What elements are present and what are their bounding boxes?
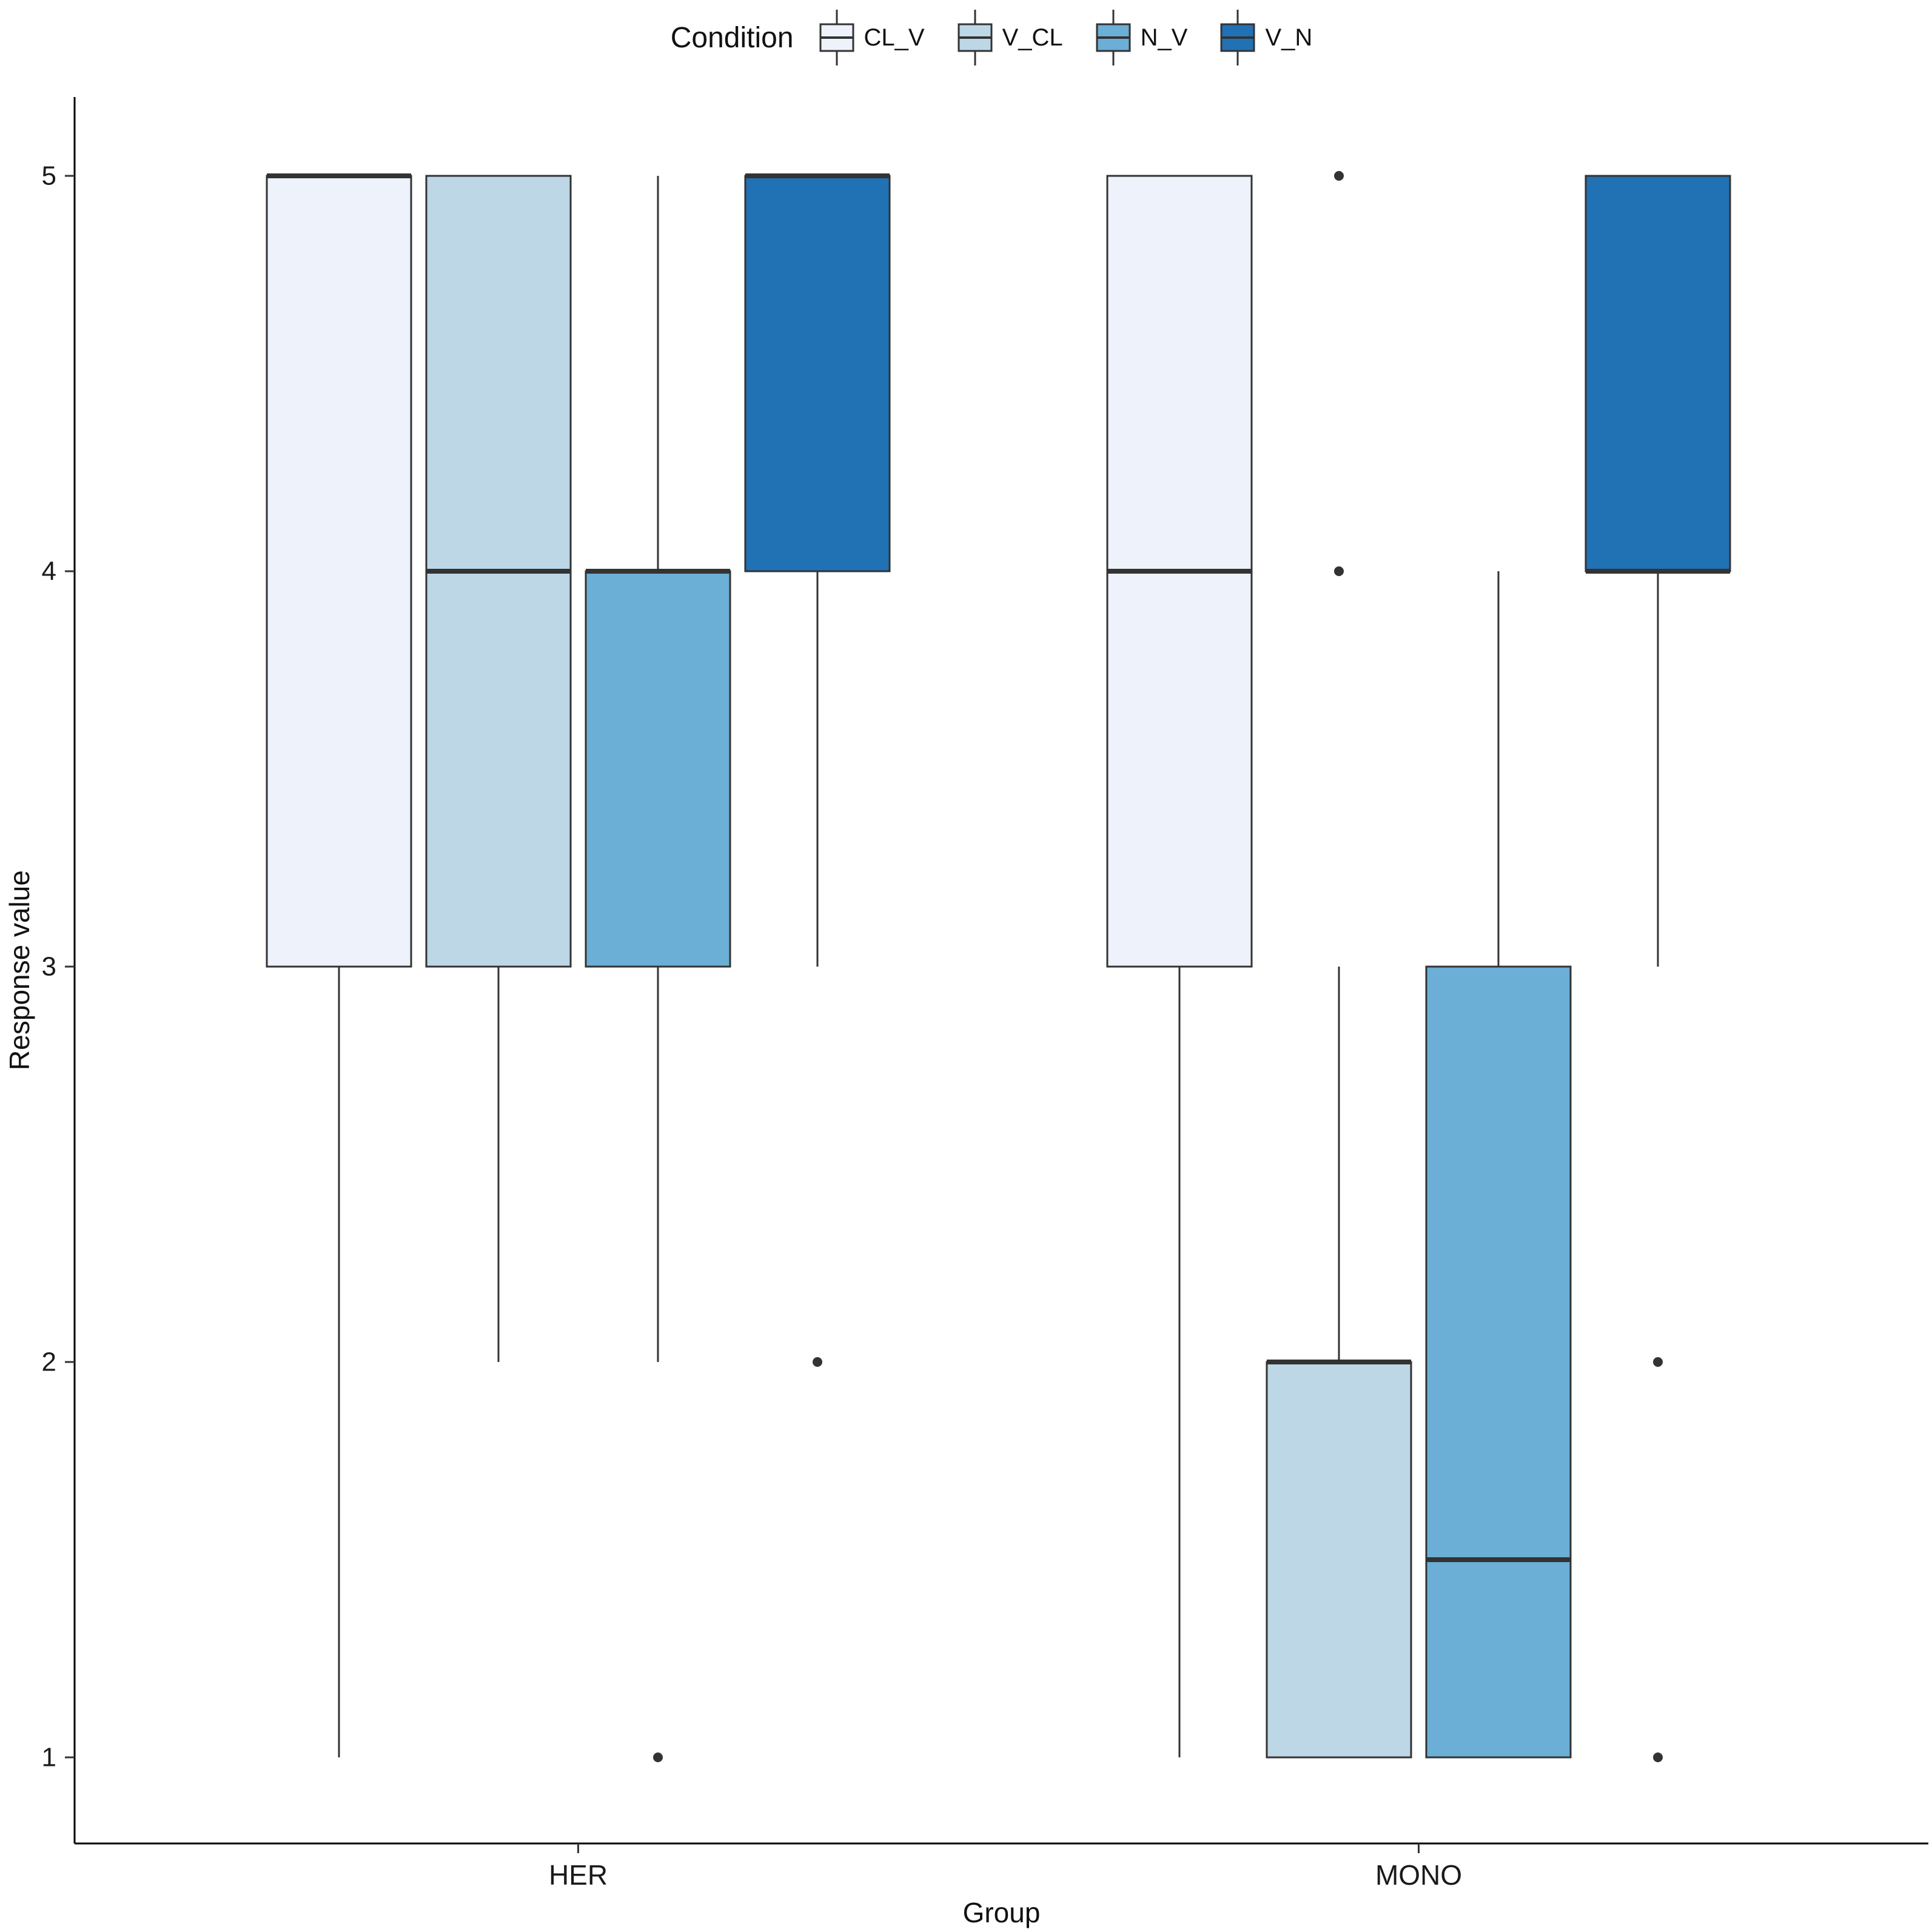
box-MONO-V_CL [1266, 1361, 1412, 1759]
y-tick-label: 3 [42, 952, 56, 982]
legend-boxplot-key-icon [1096, 10, 1131, 65]
outlier-point-HER-V_N [813, 1357, 822, 1367]
legend-item-label: V_CL [1002, 24, 1063, 51]
outlier-point-MONO-V_N [1653, 1753, 1663, 1762]
legend-boxplot-key-icon [1220, 10, 1255, 65]
box-HER-N_V [585, 570, 731, 968]
box-HER-CL_V [266, 175, 412, 968]
legend: Condition CL_V V_CL N_V V_N [33, 8, 1932, 67]
x-tick-label: MONO [1375, 1859, 1462, 1891]
legend-item-CL_V: CL_V [818, 8, 925, 67]
x-axis-title: Group [963, 1897, 1041, 1928]
legend-item-label: N_V [1140, 24, 1188, 51]
box-MONO-N_V [1425, 965, 1572, 1759]
legend-boxplot-key-icon [958, 10, 993, 65]
y-tick-label: 2 [42, 1347, 56, 1377]
y-tick-label: 4 [42, 557, 56, 586]
legend-item-V_N: V_N [1219, 8, 1312, 67]
outlier-point-MONO-V_N [1653, 1357, 1663, 1367]
legend-boxplot-key-icon [819, 10, 854, 65]
y-tick-label: 1 [42, 1743, 56, 1773]
y-tick-label: 5 [42, 161, 56, 191]
outlier-point-MONO-V_CL [1334, 566, 1344, 576]
legend-item-V_CL: V_CL [956, 8, 1063, 67]
x-tick-label: HER [549, 1859, 608, 1891]
legend-title: Condition [670, 21, 794, 54]
outlier-point-HER-N_V [653, 1753, 663, 1762]
legend-item-label: V_N [1265, 24, 1313, 51]
box-HER-V_N [744, 175, 891, 572]
y-axis-title: Response value [4, 870, 35, 1070]
legend-item-N_V: N_V [1095, 8, 1188, 67]
box-MONO-V_N [1585, 175, 1731, 572]
outlier-point-MONO-V_CL [1334, 171, 1344, 181]
legend-item-label: CL_V [864, 24, 925, 51]
